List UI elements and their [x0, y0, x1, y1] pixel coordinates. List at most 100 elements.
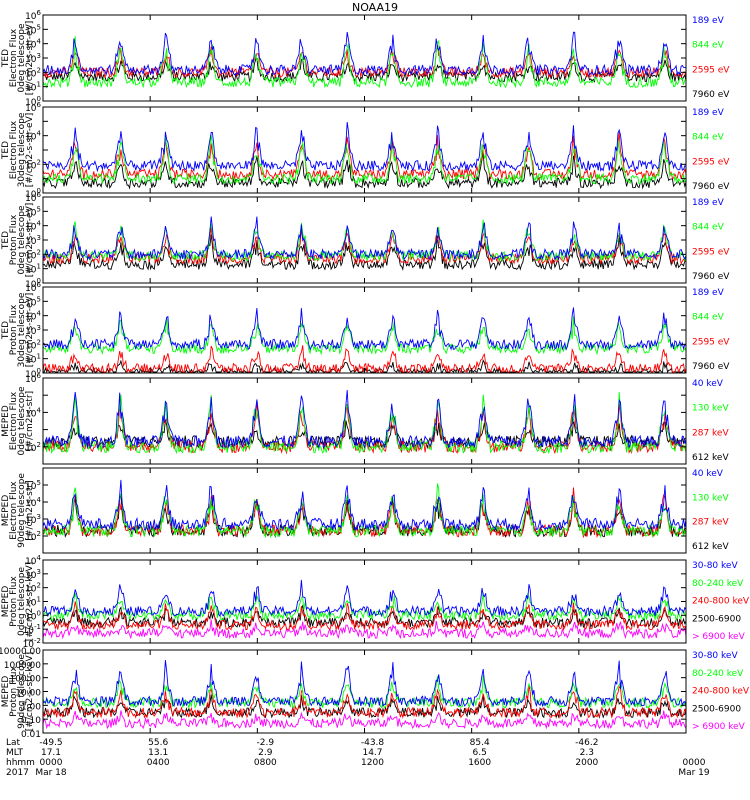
- y-tick-label: 100: [25, 609, 41, 622]
- legend-entry: 189 eV: [692, 198, 725, 208]
- series-line-4: [42, 592, 687, 622]
- y-axis-label-line: 0deg telescope: [17, 205, 27, 275]
- legend-entry: 189 eV: [692, 288, 725, 298]
- x-axis-value: -2.9: [257, 738, 275, 748]
- x-axis-value: 14.7: [362, 748, 382, 758]
- y-axis-label-line: 0deg telescope: [17, 386, 27, 456]
- series-line-4: [42, 479, 687, 532]
- legend-entry: 844 eV: [692, 133, 725, 143]
- legend-entry: 80-240 keV: [692, 579, 744, 589]
- x-axis-value: 85.4: [470, 738, 490, 748]
- x-axis-value: 55.6: [148, 738, 168, 748]
- y-tick-label: 1.00: [21, 702, 41, 712]
- legend-entry: 30-80 keV: [692, 561, 738, 571]
- x-axis-value: 17.1: [41, 748, 61, 758]
- panel-3: [42, 196, 687, 284]
- series-line-3: [42, 219, 687, 263]
- y-tick-label: 104: [25, 130, 41, 143]
- y-axis-label-line: MEPED: [1, 586, 11, 618]
- y-tick-label: 104: [25, 406, 41, 419]
- y-tick-label: 10-1: [23, 623, 41, 636]
- series-line-2: [42, 227, 687, 265]
- x-axis-value: -49.5: [39, 738, 62, 748]
- legend-entry: 2595 eV: [692, 65, 730, 75]
- panel-1: [42, 14, 687, 102]
- y-axis-label-line: Electron Flux: [9, 28, 19, 87]
- y-tick-label: 10-2: [23, 637, 41, 650]
- x-axis-value: 13.1: [148, 748, 168, 758]
- y-tick-label: 102: [25, 441, 41, 454]
- y-axis-label-line: 30deg telescope: [17, 292, 27, 367]
- series-line-1: [42, 710, 687, 730]
- x-axis-value: 2000: [575, 758, 598, 768]
- y-tick-label: 103: [25, 52, 41, 65]
- y-axis-label-line: [#/cm2-s-str-keV]: [25, 562, 35, 641]
- legend-entry: 2500-6900: [692, 704, 741, 714]
- y-axis-label-line: MEPED: [1, 495, 11, 527]
- y-tick-label: 100: [25, 367, 41, 380]
- panel-6: [42, 467, 687, 554]
- panel-frame: [42, 286, 687, 374]
- y-tick-label: 100: [25, 95, 41, 108]
- legend-entry: 2595 eV: [692, 337, 730, 347]
- y-tick-label: 106: [25, 191, 41, 204]
- x-axis-value: 1200: [361, 758, 384, 768]
- y-axis-label-line: Proton Flux: [9, 304, 19, 355]
- series-line-2: [42, 345, 687, 374]
- y-tick-label: 106: [25, 9, 41, 22]
- y-tick-label: 104: [25, 38, 41, 51]
- y-axis-label-line: 30deg telescope: [17, 112, 27, 187]
- x-axis-value: Mar 18: [35, 768, 67, 778]
- x-axis-value: 0800: [254, 758, 277, 768]
- y-axis-label-line: Proton Flux: [9, 214, 19, 265]
- y-axis-label-line: MEPED: [1, 676, 11, 708]
- y-tick-label: 102: [25, 582, 41, 595]
- y-tick-label: 103: [25, 568, 41, 581]
- y-tick-label: 106: [25, 372, 41, 385]
- y-tick-label: 106: [25, 281, 41, 294]
- legend-entry: 7960 eV: [692, 272, 730, 282]
- x-axis-value: 0000: [40, 758, 63, 768]
- y-tick-label: 105: [25, 479, 41, 492]
- y-axis-label-line: TED: [1, 49, 11, 68]
- series-line-1: [42, 619, 687, 640]
- series-line-4: [42, 390, 687, 450]
- series-line-3: [42, 685, 687, 720]
- y-tick-label: 105: [25, 205, 41, 218]
- y-tick-label: 104: [25, 554, 41, 567]
- y-axis-label-line: [#/cm2-s-str-keV]: [25, 652, 35, 731]
- series-line-4: [42, 675, 687, 710]
- series-line-4: [42, 31, 687, 77]
- y-tick-label: 105: [25, 295, 41, 308]
- series-line-3: [42, 601, 687, 632]
- y-tick-label: 102: [25, 338, 41, 351]
- x-axis-row-label: 2017: [6, 768, 29, 778]
- x-axis-value: 6.5: [473, 748, 487, 758]
- y-tick-label: 102: [25, 530, 41, 543]
- legend-entry: 7960 eV: [692, 90, 730, 100]
- x-axis-row-label: Lat: [6, 738, 21, 748]
- series-line-5: [42, 660, 687, 708]
- series-line-2: [42, 132, 687, 181]
- x-axis-value: 0000: [683, 758, 706, 768]
- legend-entry: 844 eV: [692, 41, 725, 51]
- series-line-4: [42, 122, 687, 173]
- y-tick-label: 104: [25, 310, 41, 323]
- x-axis-value: 0400: [147, 758, 170, 768]
- y-tick-label: 101: [25, 353, 41, 366]
- y-tick-label: 104: [25, 220, 41, 233]
- legend-entry: 612 keV: [692, 453, 729, 463]
- panel-frame: [42, 14, 687, 102]
- series-line-4: [42, 216, 687, 261]
- legend-entry: > 6900 keV: [692, 632, 746, 642]
- legend-entry: 2595 eV: [692, 247, 730, 257]
- y-axis-label-line: [#/cm2-s-str]: [25, 480, 35, 540]
- y-axis-label-line: Electron Flux: [9, 120, 19, 179]
- y-tick-label: 100.00: [10, 675, 42, 685]
- legend-entry: 844 eV: [692, 313, 725, 323]
- y-tick-label: 101: [25, 596, 41, 609]
- panel-2: [42, 106, 687, 194]
- y-tick-label: 102: [25, 248, 41, 261]
- legend-entry: 240-800 keV: [692, 687, 750, 697]
- series-line-4: [42, 307, 687, 351]
